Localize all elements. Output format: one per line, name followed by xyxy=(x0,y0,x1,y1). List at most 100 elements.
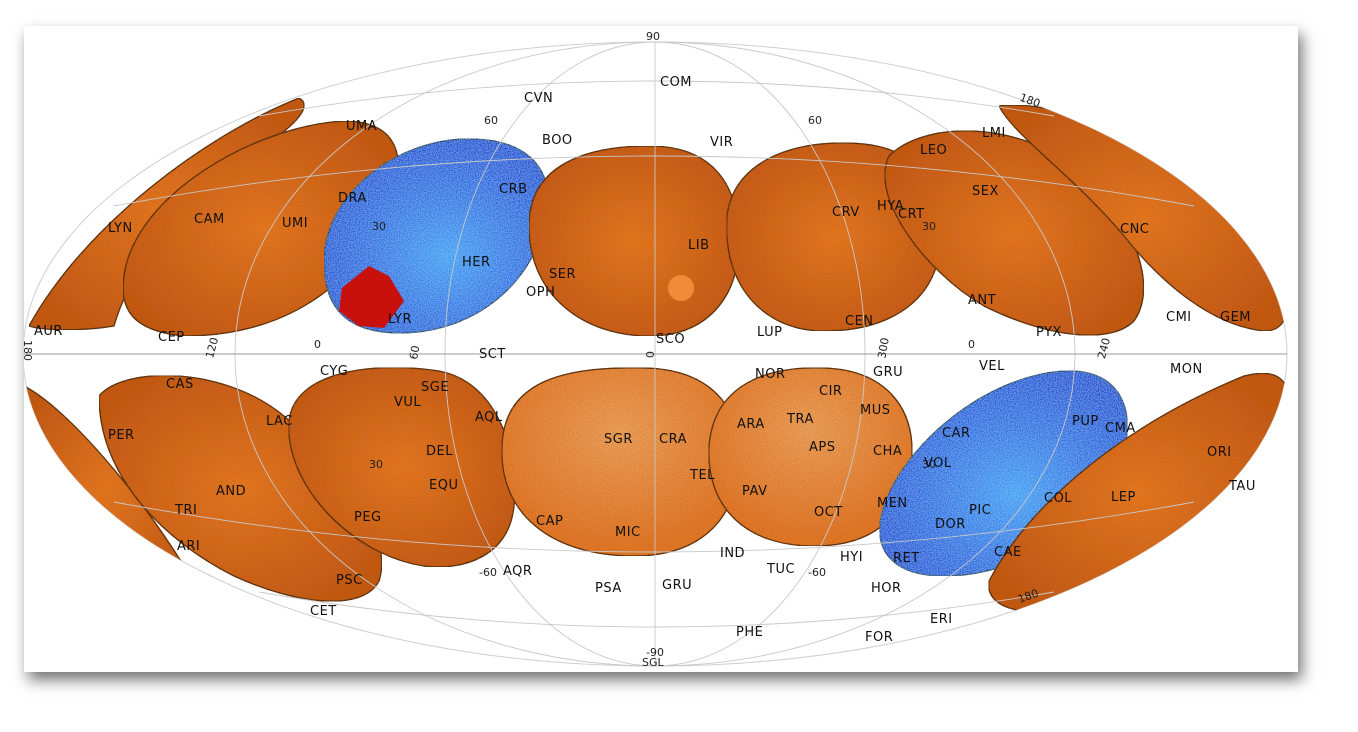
label-gem: GEM xyxy=(1220,310,1251,325)
label-del: DEL xyxy=(426,444,453,459)
label-com: COM xyxy=(660,75,692,90)
label-pic: PIC xyxy=(969,503,991,518)
label-mic: MIC xyxy=(615,525,641,540)
label-cmi: CMI xyxy=(1166,310,1192,325)
label-cha: CHA xyxy=(873,444,902,459)
label-sct: SCT xyxy=(479,347,506,362)
tick-eq-0a: 0 xyxy=(314,338,321,351)
label-aur: AUR xyxy=(34,324,63,339)
label-phe: PHE xyxy=(736,625,763,640)
tick-bottom: -90 xyxy=(646,646,664,659)
label-cyg: CYG xyxy=(320,364,348,379)
patch-red xyxy=(339,266,404,328)
label-tuc: TUC xyxy=(766,562,795,577)
label-pav: PAV xyxy=(742,484,767,499)
label-men: MEN xyxy=(877,496,908,511)
label-sex: SEX xyxy=(972,184,999,199)
tick-lat30-right: 30 xyxy=(922,220,936,233)
tick-lat-m60-left: -60 xyxy=(479,566,497,579)
label-lep: LEP xyxy=(1111,490,1136,505)
label-vol: VOL xyxy=(924,456,952,471)
sky-map: 90 -90 SGL 180 60 60 30 30 120 0 60 0 30… xyxy=(24,30,1288,669)
label-sgr: SGR xyxy=(604,432,633,447)
label-cra: CRA xyxy=(659,432,687,447)
tick-eq-120: 120 xyxy=(203,336,221,360)
tick-lat60-right: 60 xyxy=(808,114,822,127)
label-psa: PSA xyxy=(595,581,622,596)
label-cas: CAS xyxy=(166,377,194,392)
label-ant: ANT xyxy=(968,293,996,308)
label-lac: LAC xyxy=(266,414,293,429)
label-crt: CRT xyxy=(898,207,925,222)
tick-bottom-label: SGL xyxy=(642,656,665,669)
constellation-labels: COM CVN BOO VIR UMA LMI LEO DRA CRB HYA CRV CRT SEX C… xyxy=(34,75,1256,645)
tick-eq-0b: 0 xyxy=(644,351,657,358)
label-lyn: LYN xyxy=(108,221,133,236)
label-cnc: CNC xyxy=(1120,222,1149,237)
label-sge: SGE xyxy=(421,380,449,395)
label-psc: PSC xyxy=(336,573,363,588)
label-hor: HOR xyxy=(871,581,902,596)
label-oct: OCT xyxy=(814,505,843,520)
label-tel: TEL xyxy=(689,468,715,483)
label-crb: CRB xyxy=(499,182,528,197)
label-cen: CEN xyxy=(845,314,874,329)
label-eri: ERI xyxy=(930,612,953,627)
label-ind: IND xyxy=(720,546,745,561)
label-cep: CEP xyxy=(158,330,185,345)
tick-eq-0c: 0 xyxy=(968,338,975,351)
label-mon: MON xyxy=(1170,362,1203,377)
label-pyx: PYX xyxy=(1036,325,1062,340)
map-frame: 90 -90 SGL 180 60 60 30 30 120 0 60 0 30… xyxy=(24,26,1298,672)
tick-labels: 90 -90 SGL 180 60 60 30 30 120 0 60 0 30… xyxy=(24,30,1113,669)
tick-lat60-left: 60 xyxy=(484,114,498,127)
tick-lat-m60-right: -60 xyxy=(808,566,826,579)
label-car: CAR xyxy=(942,426,971,441)
label-lmi: LMI xyxy=(982,126,1006,141)
label-col: COL xyxy=(1044,491,1072,506)
label-cvn: CVN xyxy=(524,91,553,106)
label-cae: CAE xyxy=(994,545,1022,560)
tick-eq-60: 60 xyxy=(407,344,422,360)
label-gru: GRU xyxy=(873,365,903,380)
label-peg: PEG xyxy=(354,510,382,525)
label-crv: CRV xyxy=(832,205,860,220)
label-uma: UMA xyxy=(346,119,377,134)
label-ara: ARA xyxy=(737,417,765,432)
tick-left: 180 xyxy=(24,340,34,361)
tick-eq-300: 300 xyxy=(875,337,891,360)
label-leo: LEO xyxy=(920,143,947,158)
label-aqr: AQR xyxy=(503,564,532,579)
label-cir: CIR xyxy=(819,384,842,399)
tick-lat30-left: 30 xyxy=(372,220,386,233)
label-cet: CET xyxy=(310,604,337,619)
label-lyr: LYR xyxy=(388,312,412,327)
label-tau: TAU xyxy=(1228,479,1256,494)
label-oph: OPH xyxy=(526,285,555,300)
label-pup: PUP xyxy=(1072,414,1099,429)
survey-patches xyxy=(24,97,1287,613)
label-her: HER xyxy=(462,255,491,270)
label-cma: CMA xyxy=(1105,421,1136,436)
label-ari: ARI xyxy=(177,539,200,554)
patch-per xyxy=(98,374,383,602)
label-vel: VEL xyxy=(979,359,1005,374)
label-umi: UMI xyxy=(282,216,308,231)
label-for: FOR xyxy=(865,630,893,645)
label-ori: ORI xyxy=(1207,445,1232,460)
label-tri: TRI xyxy=(174,503,197,518)
label-aps: APS xyxy=(809,440,835,455)
label-dor: DOR xyxy=(935,517,966,532)
label-lup: LUP xyxy=(757,325,782,340)
label-ser: SER xyxy=(549,267,576,282)
label-dra: DRA xyxy=(338,191,367,206)
patch-lib-spot xyxy=(668,275,694,301)
patch-del xyxy=(288,366,516,568)
label-nor: NOR xyxy=(755,367,786,382)
label-gru: GRU xyxy=(662,578,692,593)
tick-lat-m30-left: 30 xyxy=(369,458,383,471)
label-per: PER xyxy=(108,428,135,443)
label-hya: HYA xyxy=(877,199,904,214)
label-tra: TRA xyxy=(786,412,814,427)
label-vul: VUL xyxy=(394,395,421,410)
